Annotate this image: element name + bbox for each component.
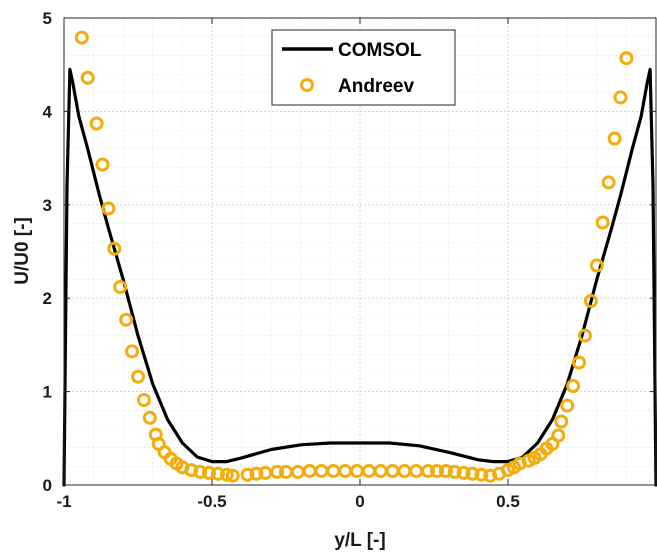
y-tick-label: 5 [43,9,52,28]
data-point-andreev [89,116,104,131]
y-tick-label: 0 [43,476,52,495]
data-point-andreev [80,70,95,85]
data-point-andreev [107,241,122,256]
data-point-andreev [589,258,604,273]
data-point-andreev [136,393,151,407]
legend-label-andreev: Andreev [338,76,414,97]
series-layer [62,30,657,487]
data-point-andreev [101,201,116,216]
data-point-andreev [125,344,140,359]
data-point-andreev [613,90,628,105]
data-point-andreev [619,51,634,66]
data-point-andreev [202,465,216,480]
tick-labels: -1 -0.5 0 0.5 0 1 2 3 4 5 [43,9,520,511]
data-point-andreev [465,466,480,481]
data-point-andreev [595,215,610,230]
data-point-andreev [430,464,444,478]
data-point-andreev [607,131,622,146]
data-point-andreev [583,294,598,308]
data-point-andreev [240,467,255,482]
data-point-andreev [438,464,453,478]
y-tick-label: 2 [43,289,52,308]
data-point-andreev [566,379,581,393]
data-point-andreev [421,464,436,478]
data-point-andreev [578,328,592,343]
data-point-andreev [193,464,208,479]
data-point-andreev [249,466,264,481]
x-tick-label: -0.5 [197,492,226,511]
data-point-andreev [560,398,575,413]
data-point-andreev [483,468,498,483]
data-point-andreev [113,280,128,294]
y-axis-label: U/U0 [-] [12,217,33,285]
axis-ticks [63,17,657,486]
x-tick-label: 0.5 [496,492,520,511]
data-point-andreev [572,355,586,370]
y-tick-label: 4 [43,102,53,121]
data-point-andreev [474,467,489,482]
data-point-andreev [184,463,199,478]
data-point-andreev [270,464,285,479]
x-tick-label: -1 [56,492,71,511]
data-point-andreev [95,157,110,172]
data-point-andreev [74,30,89,45]
data-point-andreev [447,464,462,479]
data-point-andreev [601,175,616,190]
data-point-andreev [142,410,157,425]
legend-label-comsol: COMSOL [338,40,422,61]
y-tick-label: 1 [43,383,52,402]
data-point-andreev [119,312,134,327]
data-point-andreev [456,465,471,480]
legend-box [271,29,456,106]
series-line-comsol [62,67,657,487]
data-point-andreev [551,428,566,443]
x-axis-label: y/L [-] [334,530,385,551]
legend-swatch-andreev [300,78,314,92]
y-tick-label: 3 [43,196,52,215]
data-point-andreev [210,466,225,481]
x-tick-label: 0 [355,492,364,511]
data-point-andreev [225,468,240,483]
data-point-andreev [219,467,234,482]
data-point-andreev [131,369,145,384]
data-point-andreev [554,414,569,429]
legend: COMSOL Andreev [271,29,456,106]
